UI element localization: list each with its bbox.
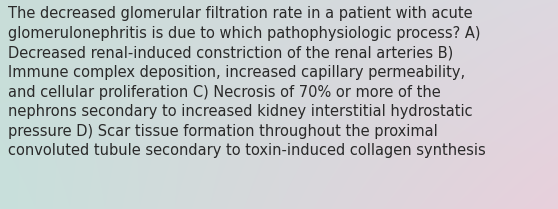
Text: The decreased glomerular filtration rate in a patient with acute
glomerulonephri: The decreased glomerular filtration rate… (8, 6, 486, 158)
